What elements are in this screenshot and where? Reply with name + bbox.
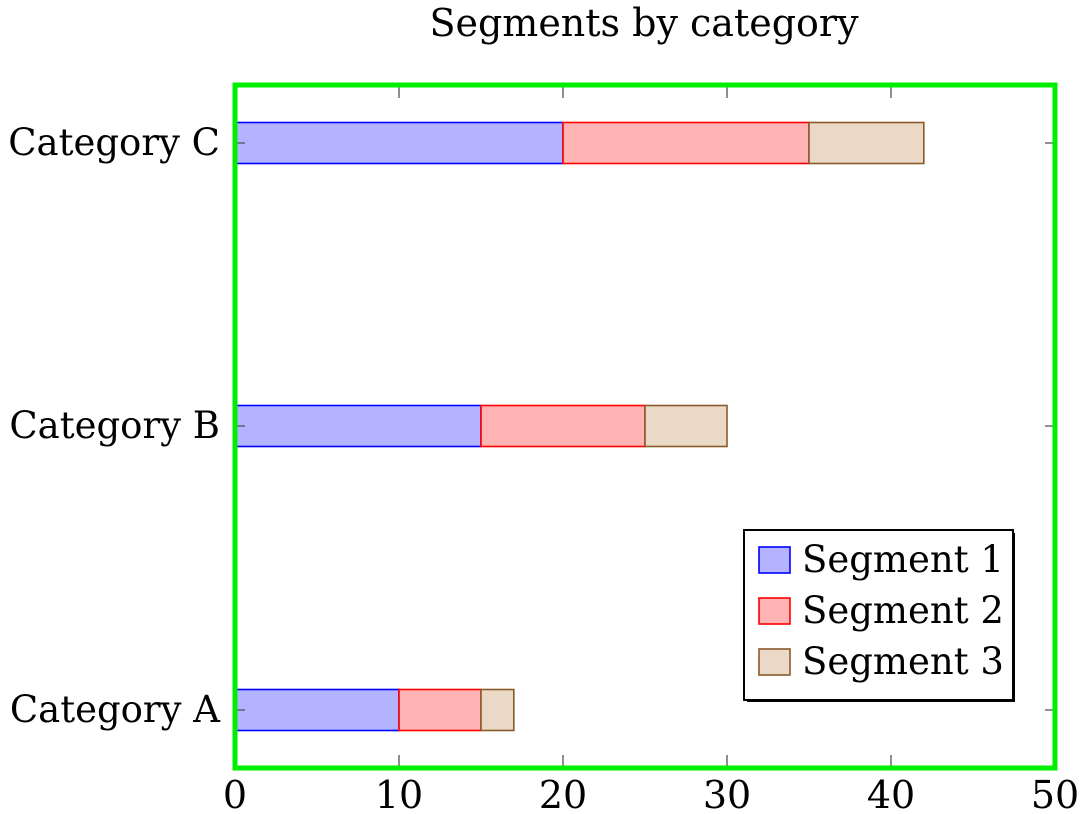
legend-swatch-segment-2 — [758, 597, 791, 625]
bars-layer — [234, 121, 925, 732]
bar-category-b-segment-2 — [480, 404, 646, 448]
legend-label-segment-2: Segment 2 — [802, 589, 1004, 632]
bar-category-c-segment-3 — [808, 121, 925, 165]
bar-category-c-segment-1 — [234, 121, 564, 165]
x-tick-label: 10 — [375, 773, 423, 814]
chart-title: Segments by category — [429, 1, 859, 45]
y-tick-label: Category C — [8, 121, 220, 164]
x-tick-label: 30 — [703, 773, 751, 814]
x-tick-label: 20 — [539, 773, 587, 814]
bar-category-b-segment-3 — [644, 404, 728, 448]
x-tick-label: 40 — [867, 773, 915, 814]
bar-category-a-segment-3 — [480, 688, 515, 732]
legend-swatch-segment-1 — [758, 546, 791, 574]
y-tick-label: Category A — [10, 688, 221, 731]
legend-label-segment-3: Segment 3 — [802, 640, 1004, 683]
plot-frame — [232, 82, 1058, 771]
bar-category-a-segment-2 — [398, 688, 482, 732]
legend-label-segment-1: Segment 1 — [802, 538, 1004, 581]
bar-category-b-segment-1 — [234, 404, 482, 448]
legend-swatch-segment-3 — [758, 648, 791, 676]
x-tick-label: 0 — [223, 773, 247, 814]
x-tick-label: 50 — [1031, 773, 1079, 814]
legend-shadow — [747, 533, 1015, 702]
bar-category-c-segment-2 — [562, 121, 810, 165]
bar-category-a-segment-1 — [234, 688, 400, 732]
legend: Segment 1 Segment 2 Segment 3 — [743, 529, 1015, 702]
y-tick-label: Category B — [9, 404, 220, 447]
ticks-layer: Category A Category B Category C 0 10 20 30 40 5… — [8, 85, 1079, 814]
